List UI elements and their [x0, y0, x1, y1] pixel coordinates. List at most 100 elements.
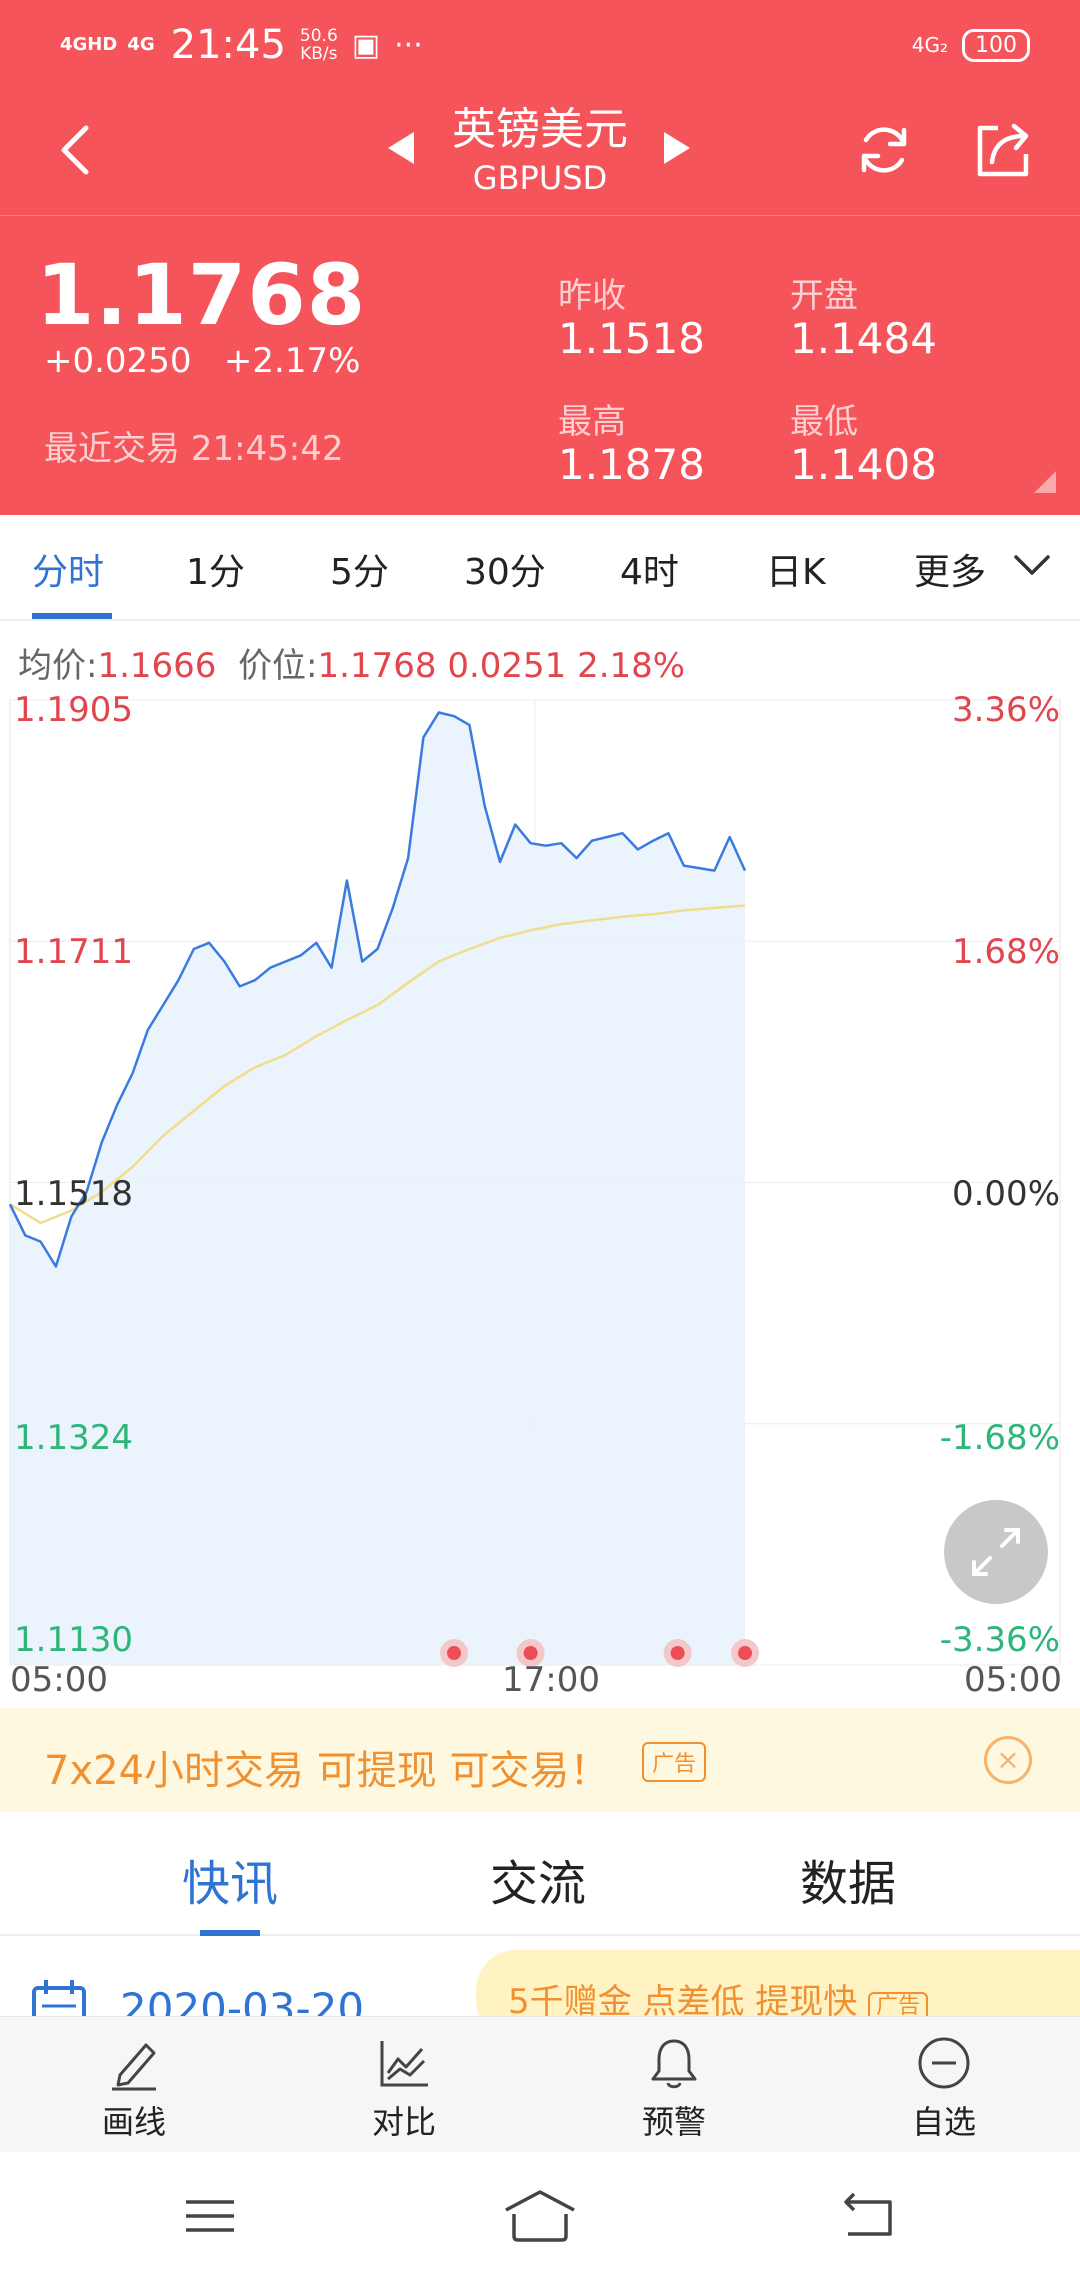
signal-4g-icon: 4G: [127, 34, 155, 55]
tab-30min[interactable]: 30分: [464, 552, 546, 593]
close-icon[interactable]: ×: [984, 1736, 1032, 1784]
speed-value: 50.6: [299, 26, 338, 46]
bottom-toolbar: 画线 对比 预警 自选: [0, 2016, 1080, 2152]
x-tick-2: 05:00: [964, 1660, 1062, 1700]
expand-icon: [972, 1528, 1020, 1576]
last-trade: 最近交易 21:45:42: [44, 421, 344, 470]
chart-info-line: 均价:1.1666 价位:1.1768 0.0251 2.18%: [18, 638, 685, 687]
tab-more[interactable]: 更多: [914, 552, 987, 593]
tab-data[interactable]: 数据: [800, 1856, 897, 1912]
minus-circle-icon: [918, 2037, 970, 2089]
info-change-pct: 2.18%: [577, 646, 686, 686]
home-icon[interactable]: [500, 2188, 580, 2244]
fullscreen-button[interactable]: [944, 1500, 1048, 1604]
event-marker-2: [670, 1646, 685, 1660]
tab-1min[interactable]: 1分: [186, 552, 245, 593]
price-change: +0.0250 +2.17%: [44, 341, 360, 381]
prev-close-label: 昨收: [558, 276, 626, 316]
x-tick-0: 05:00: [10, 1660, 108, 1700]
watchlist-label: 自选: [911, 2103, 976, 2141]
alert-label: 预警: [641, 2103, 706, 2141]
low-label: 最低: [790, 402, 858, 442]
compare-label: 对比: [371, 2103, 436, 2141]
open-value: 1.1484: [790, 314, 937, 363]
average-line: [9, 904, 746, 1225]
y-tick-left-1: 1.1711: [14, 932, 133, 972]
chevron-down-icon[interactable]: [1010, 545, 1054, 585]
page-title: 英镑美元: [452, 104, 628, 155]
signal-4ghd-icon: 4GHD: [60, 34, 118, 55]
nav-header: 英镑美元 GBPUSD: [0, 90, 1080, 215]
news-ad[interactable]: 5千赠金 点差低 提现快 广告: [476, 1950, 1080, 2016]
tab-4hour[interactable]: 4时: [620, 552, 679, 593]
clipboard-icon: ▣: [351, 27, 381, 63]
y-tick-left-4: 1.1130: [14, 1620, 133, 1660]
network-4g-icon: 4G₂: [911, 33, 948, 57]
menu-icon[interactable]: [180, 2188, 240, 2244]
news-date[interactable]: 2020-03-20: [120, 1984, 365, 2016]
last-trade-label: 最近交易: [44, 429, 180, 469]
event-marker-0: [447, 1646, 462, 1660]
change-percent: +2.17%: [223, 341, 361, 381]
expand-corner-icon[interactable]: [1034, 471, 1056, 493]
prev-arrow-icon[interactable]: [388, 132, 414, 164]
content-tabs: 快讯 交流 数据: [0, 1812, 1080, 1936]
quote-panel: 1.1768 +0.0250 +2.17% 最近交易 21:45:42 昨收 1…: [0, 215, 1080, 515]
y-tick-right-1: 1.68%: [951, 932, 1060, 972]
active-tab-indicator: [32, 613, 112, 619]
ad-badge: 广告: [642, 1742, 707, 1782]
y-tick-left-2: 1.1518: [14, 1174, 133, 1214]
pen-icon: [112, 2043, 156, 2091]
y-tick-left-3: 1.1324: [14, 1418, 133, 1458]
tab-news-flash[interactable]: 快讯: [182, 1856, 279, 1912]
bell-icon: [651, 2039, 697, 2089]
system-nav-bar: [0, 2152, 1080, 2280]
refresh-icon[interactable]: [852, 118, 916, 182]
high-value: 1.1878: [558, 440, 705, 489]
period-tabs: 分时 1分 5分 30分 4时 日K 更多: [0, 515, 1080, 621]
y-tick-right-4: -3.36%: [939, 1620, 1060, 1660]
next-arrow-icon[interactable]: [664, 132, 690, 164]
compare-icon: [380, 2041, 428, 2087]
avg-value: 1.1666: [97, 646, 217, 686]
back-nav-icon[interactable]: [840, 2188, 900, 2244]
compare-button[interactable]: 对比: [304, 2035, 504, 2143]
intraday-chart[interactable]: 1.1905 1.1711 1.1518 1.1324 1.1130 3.36%…: [0, 690, 1080, 1710]
price-label: 价位:: [238, 646, 318, 686]
tab-timeshare[interactable]: 分时: [32, 552, 105, 593]
change-value: +0.0250: [44, 341, 192, 381]
price-value: 1.1768: [317, 646, 437, 686]
prev-close-value: 1.1518: [558, 314, 705, 363]
high-label: 最高: [558, 402, 626, 442]
alert-button[interactable]: 预警: [574, 2035, 774, 2143]
news-row: 2020-03-20 5千赠金 点差低 提现快 广告: [0, 1936, 1080, 2016]
x-tick-1: 17:00: [502, 1660, 600, 1700]
low-value: 1.1408: [790, 440, 937, 489]
tab-daily-k[interactable]: 日K: [766, 552, 826, 593]
event-marker-1: [523, 1646, 538, 1660]
network-speed: 50.6 KB/s: [300, 27, 338, 63]
more-dots-icon: ···: [394, 27, 423, 63]
current-price: 1.1768: [36, 246, 367, 344]
chart-svg: [8, 699, 1061, 1667]
title-block: 英镑美元 GBPUSD: [360, 102, 720, 198]
info-change: 0.0251: [447, 646, 567, 686]
speed-unit: KB/s: [300, 44, 338, 64]
ad-banner[interactable]: 7x24小时交易 可提现 可交易！ 广告 ×: [0, 1708, 1080, 1812]
open-label: 开盘: [790, 276, 858, 316]
symbol-code: GBPUSD: [472, 159, 608, 197]
avg-label: 均价:: [18, 646, 98, 686]
tab-5min[interactable]: 5分: [330, 552, 389, 593]
ad-text[interactable]: 7x24小时交易 可提现 可交易！: [44, 1748, 610, 1794]
draw-line-button[interactable]: 画线: [34, 2035, 234, 2143]
share-icon[interactable]: [970, 118, 1034, 182]
tab-discussion[interactable]: 交流: [490, 1856, 587, 1912]
last-trade-time: 21:45:42: [190, 429, 344, 469]
back-icon[interactable]: [48, 120, 108, 180]
y-tick-right-2: 0.00%: [951, 1174, 1060, 1214]
watchlist-button[interactable]: 自选: [844, 2035, 1044, 2143]
event-marker-3: [738, 1646, 752, 1660]
y-tick-right-0: 3.36%: [951, 690, 1060, 730]
status-time: 21:45: [170, 22, 286, 68]
y-tick-left-0: 1.1905: [14, 690, 133, 730]
